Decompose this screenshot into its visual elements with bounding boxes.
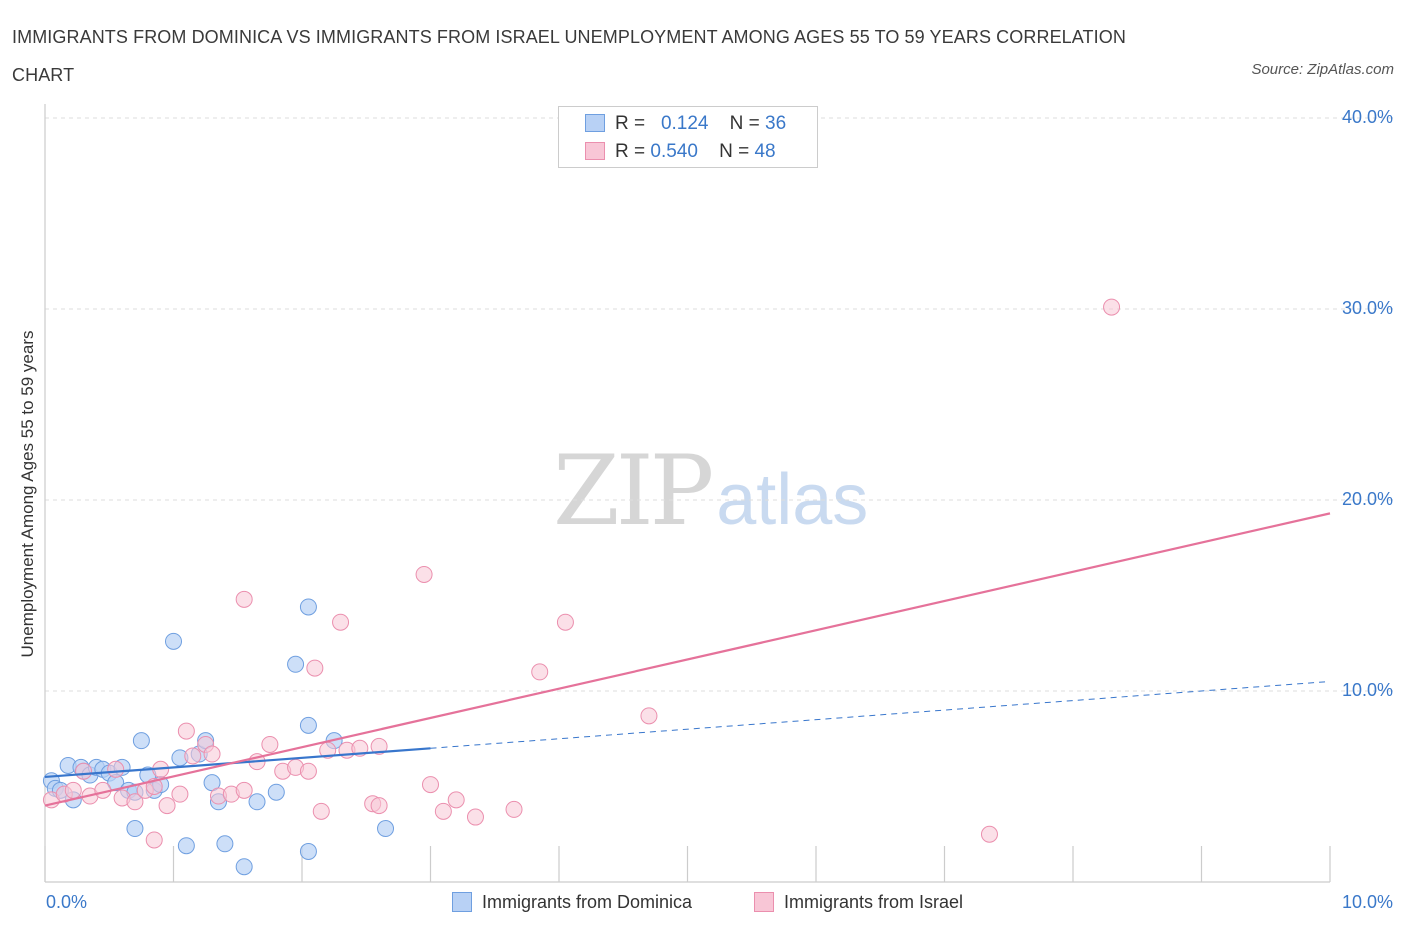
- point-israel: [531, 663, 549, 681]
- point-israel: [980, 825, 998, 843]
- point-israel: [64, 781, 82, 799]
- bottom-legend-label-israel: Immigrants from Israel: [784, 892, 964, 912]
- legend-n-label: N =: [729, 113, 760, 134]
- point-israel: [1103, 298, 1121, 316]
- point-israel: [434, 802, 452, 820]
- point-israel: [370, 737, 388, 755]
- chart-title: IMMIGRANTS FROM DOMINICA VS IMMIGRANTS F…: [12, 27, 1126, 85]
- point-dominica: [177, 837, 195, 855]
- point-dominica: [132, 732, 150, 750]
- legend-r-label: R =: [615, 141, 646, 162]
- point-israel: [370, 797, 388, 815]
- bottom-legend-swatch-israel: [754, 892, 774, 912]
- axes: [44, 104, 1331, 883]
- bottom-legend-swatch-dominica: [452, 892, 472, 912]
- point-israel: [415, 565, 433, 583]
- point-dominica: [126, 820, 144, 838]
- legend-row-israel: R = 0.540 N = 48: [585, 138, 776, 166]
- y-tick-label: 10.0%: [1342, 680, 1393, 700]
- correlation-legend: R = 0.124 N = 36 R = 0.540 N = 48: [558, 106, 818, 168]
- point-israel: [556, 613, 574, 631]
- point-dominica: [216, 835, 234, 853]
- point-israel: [171, 785, 189, 803]
- point-israel: [235, 590, 253, 608]
- point-dominica: [248, 793, 266, 811]
- series-israel-points: [42, 298, 1121, 849]
- legend-n-label: N =: [719, 141, 750, 162]
- legend-r-value-dominica: 0.124: [660, 113, 709, 134]
- point-dominica: [287, 655, 305, 673]
- y-tick-label: 40.0%: [1342, 107, 1393, 127]
- legend-n-value-israel: 48: [754, 141, 776, 162]
- point-israel: [640, 707, 658, 725]
- point-dominica: [235, 858, 253, 876]
- y-axis-label: Unemployment Among Ages 55 to 59 years: [18, 330, 37, 658]
- legend-n-value-dominica: 36: [765, 113, 787, 134]
- legend-swatch-israel: [585, 142, 605, 160]
- legend-swatch-dominica: [585, 114, 605, 132]
- point-dominica: [299, 842, 317, 860]
- point-israel: [158, 797, 176, 815]
- point-israel: [126, 793, 144, 811]
- source-label: Source: ZipAtlas.com: [1251, 61, 1394, 78]
- bottom-legend-label-dominica: Immigrants from Dominica: [482, 892, 693, 912]
- point-dominica: [267, 783, 285, 801]
- bottom-legend-israel: Immigrants from Israel: [754, 888, 963, 916]
- point-israel: [184, 747, 202, 765]
- trend-lines: [44, 512, 1331, 807]
- point-israel: [299, 762, 317, 780]
- tick-labels: 10.0% 20.0% 30.0% 40.0% 0.0% 10.0%: [46, 107, 1393, 912]
- point-israel: [177, 722, 195, 740]
- point-israel: [332, 613, 350, 631]
- point-israel: [306, 659, 324, 677]
- point-israel: [466, 808, 484, 826]
- point-dominica: [165, 632, 182, 650]
- legend-row-dominica: R = 0.124 N = 36: [585, 110, 786, 138]
- point-dominica: [299, 598, 317, 616]
- bottom-legend-dominica: Immigrants from Dominica: [452, 888, 692, 916]
- point-israel: [145, 831, 163, 849]
- watermark-zip: ZIP: [553, 435, 714, 547]
- point-israel: [107, 760, 125, 778]
- point-israel: [75, 762, 93, 780]
- point-israel: [203, 745, 221, 763]
- point-israel: [261, 735, 279, 753]
- legend-r-label: R =: [615, 113, 646, 134]
- point-dominica: [377, 820, 395, 838]
- point-israel: [447, 791, 465, 809]
- trend-line-dominica-extension: [430, 680, 1331, 749]
- point-israel: [312, 802, 330, 820]
- point-israel: [235, 781, 253, 799]
- trend-line-israel: [44, 512, 1331, 807]
- legend-r-value-israel: 0.540: [650, 141, 698, 162]
- x-tick-label: 0.0%: [46, 892, 87, 912]
- point-israel: [505, 800, 523, 818]
- x-tick-label: 10.0%: [1342, 892, 1393, 912]
- point-israel: [422, 776, 439, 794]
- point-dominica: [299, 716, 317, 734]
- y-tick-label: 20.0%: [1342, 489, 1393, 509]
- series-dominica-points: [42, 598, 395, 876]
- y-tick-label: 30.0%: [1342, 298, 1393, 318]
